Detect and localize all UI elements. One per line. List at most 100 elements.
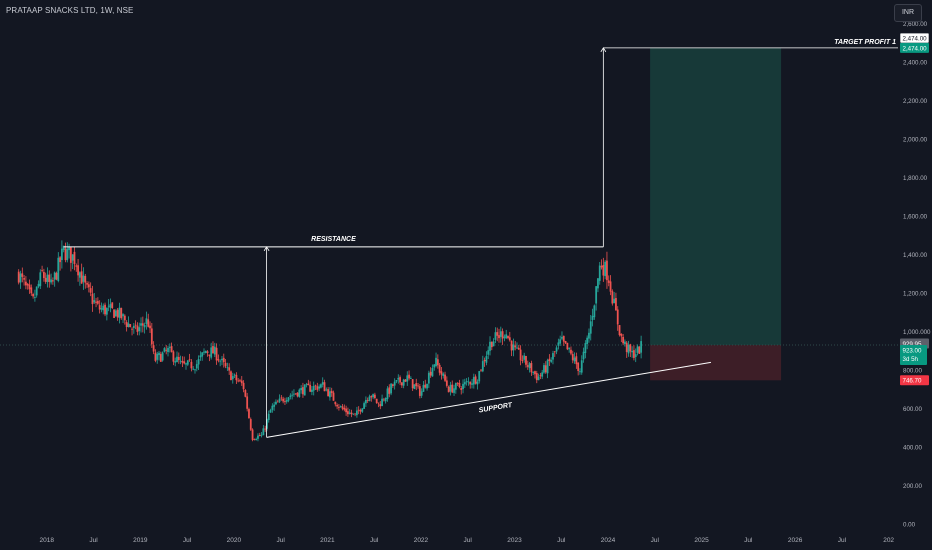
candle-body [44,277,47,282]
candle-body [571,354,574,361]
candle-body [426,383,428,389]
candle-body [80,271,83,284]
partial-tick-label: 0 [927,329,931,336]
candle-body [248,409,250,419]
candle-body [388,387,391,394]
candle-body [334,401,337,405]
candle-body [78,272,81,278]
x-tick-label: 202 [883,537,894,544]
candle-body [453,388,455,393]
currency-button[interactable]: INR [894,4,922,22]
candle-body [474,376,477,384]
candle-body [424,384,427,388]
axes: 0.00 200.00 400.00 600.00 800.00 1,000.00 1,20… [40,21,928,544]
candle-body [287,397,290,401]
candle-body [215,347,218,361]
stop-loss-zone[interactable] [650,345,782,381]
candle-body [242,382,245,390]
candle-body [436,359,439,366]
candle-body [41,270,43,272]
candle-body [451,384,454,393]
candle-body [273,404,276,407]
candle-body [550,360,553,362]
y-tick-label: 2,200.00 [903,98,928,105]
candle-body [73,251,76,264]
candle-body [84,275,87,283]
candle-body [28,284,31,290]
candle-body [566,342,569,350]
candle-body [586,337,589,344]
candle-body [390,383,392,394]
candle-body [267,413,270,421]
x-tick-label: Jul [183,537,192,544]
y-tick-label: 400.00 [903,445,922,452]
candle-body [636,346,639,353]
candle-body [183,361,186,364]
candle-body [168,346,171,348]
candle-body [368,396,371,402]
candle-body [496,332,499,336]
candle-body [222,357,225,363]
candle-body [201,352,204,357]
candle-body [303,384,306,396]
candle-body [185,363,187,365]
candle-body [582,351,585,360]
candle-body [357,409,360,411]
candle-body [350,412,353,415]
candle-body [260,434,263,436]
candle-body [143,325,146,328]
candle-body [302,387,304,395]
x-tick-label: Jul [744,537,753,544]
candle-body [354,413,356,415]
candle-body [136,325,139,332]
candle-body [611,291,614,304]
candle-body [282,398,285,402]
candle-body [285,400,288,402]
candle-body [120,308,123,319]
x-tick-label: 2025 [694,537,709,544]
candle-body [415,383,418,387]
candle-body [553,351,556,353]
candle-body [327,389,330,397]
x-tick-label: 2021 [320,537,335,544]
candle-body [526,365,529,367]
candle-body [149,325,151,329]
symbol-title: PRATAAP SNACKS LTD, 1W, NSE [6,6,134,15]
candle-body [271,405,274,410]
candle-body [373,394,376,399]
x-tick-label: 2020 [227,537,242,544]
candle-body [483,360,486,362]
candle-body [312,386,315,391]
candle-body [127,323,130,328]
candle-body [429,371,432,376]
candle-body [284,401,286,403]
candle-body [170,346,173,352]
candle-body [323,382,326,392]
candle-body [293,393,295,395]
candle-body [539,375,542,377]
candle-body [499,331,502,337]
candle-body [620,333,623,337]
candle-body [573,357,576,362]
candle-body [111,302,114,309]
candle-body [607,280,610,283]
candle-body [454,383,457,390]
candle-body [381,398,383,407]
support-line[interactable] [266,361,711,438]
candle-body [123,315,126,321]
y-tick-label: 1,200.00 [903,291,928,298]
candle-body [105,307,108,315]
candle-body [181,361,184,363]
candle-body [598,265,601,281]
candle-body [370,396,373,398]
y-tick-label: 1,600.00 [903,214,928,221]
candle-body [30,287,33,294]
candle-body [104,304,106,315]
candle-body [276,401,279,403]
profit-zone[interactable] [650,47,782,346]
candle-body [179,360,182,362]
candle-body [125,322,128,327]
candle-body [406,375,409,382]
candle-body [417,385,419,387]
